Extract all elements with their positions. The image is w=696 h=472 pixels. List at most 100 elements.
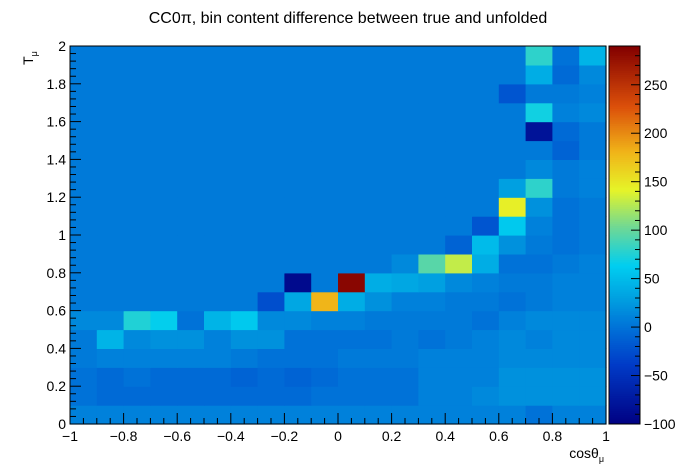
heatmap-cell bbox=[123, 291, 151, 312]
colorbar-segment bbox=[609, 200, 640, 204]
colorbar-segment bbox=[609, 286, 640, 289]
colorbar-segment bbox=[609, 132, 640, 136]
heatmap-cell bbox=[391, 102, 419, 123]
heatmap-cell bbox=[96, 178, 125, 198]
heatmap-cell bbox=[338, 367, 366, 387]
colorbar-segment bbox=[609, 359, 640, 363]
heatmap-cell bbox=[552, 291, 580, 312]
colorbar-segment bbox=[609, 303, 640, 306]
colorbar-segment bbox=[609, 395, 640, 399]
heatmap-cell bbox=[204, 159, 232, 179]
heatmap-cell bbox=[418, 140, 446, 160]
heatmap-cell bbox=[445, 291, 473, 312]
heatmap-cell bbox=[257, 253, 285, 274]
heatmap-cell bbox=[204, 235, 232, 255]
heatmap-cell bbox=[150, 367, 178, 387]
colorbar-segment bbox=[609, 248, 640, 251]
colorbar-segment bbox=[609, 320, 640, 323]
heatmap-cell bbox=[579, 386, 607, 406]
heatmap-cell bbox=[177, 83, 205, 104]
heatmap-cell bbox=[391, 235, 419, 255]
colorbar-segment bbox=[609, 386, 640, 389]
colorbar-segment bbox=[609, 47, 640, 51]
colorbar-segment bbox=[609, 146, 640, 149]
colorbar-segment bbox=[609, 393, 640, 397]
heatmap-cell bbox=[150, 102, 178, 123]
colorbar-segment bbox=[609, 97, 640, 100]
colorbar-segment bbox=[609, 112, 640, 115]
heatmap-cell bbox=[445, 367, 473, 387]
heatmap-cell bbox=[257, 386, 285, 406]
heatmap-cell bbox=[177, 386, 205, 406]
heatmap-cell bbox=[70, 216, 98, 236]
heatmap-cell bbox=[96, 235, 125, 255]
colorbar-segment bbox=[609, 280, 640, 283]
heatmap-cell bbox=[257, 121, 285, 142]
heatmap-cell bbox=[338, 253, 366, 274]
heatmap-cell bbox=[391, 83, 419, 104]
y-tick-label: 2 bbox=[58, 38, 66, 54]
colorbar-segment bbox=[609, 85, 640, 89]
heatmap-cell bbox=[391, 140, 419, 160]
heatmap-cell bbox=[70, 405, 98, 425]
heatmap-cell bbox=[311, 348, 339, 368]
heatmap-cell bbox=[338, 178, 366, 198]
heatmap-cell bbox=[472, 310, 500, 331]
chart-title: CC0π, bin content difference between tru… bbox=[149, 10, 548, 27]
heatmap-cell bbox=[123, 102, 151, 123]
heatmap-cell bbox=[472, 329, 500, 349]
heatmap-cell bbox=[579, 64, 607, 85]
heatmap-cell bbox=[338, 159, 366, 179]
heatmap-cell bbox=[177, 159, 205, 179]
heatmap-cell bbox=[338, 121, 366, 142]
heatmap-cell bbox=[96, 310, 125, 331]
colorbar-segment bbox=[609, 297, 640, 300]
heatmap-cell bbox=[177, 121, 205, 142]
heatmap-cell bbox=[364, 197, 393, 217]
heatmap-cell bbox=[150, 291, 178, 312]
heatmap-cell bbox=[230, 121, 259, 142]
heatmap-cell bbox=[579, 291, 607, 312]
colorbar-segment bbox=[609, 142, 640, 145]
heatmap-cell bbox=[177, 46, 205, 66]
heatmap-cell bbox=[204, 83, 232, 104]
heatmap-cell bbox=[498, 178, 527, 198]
heatmap-cell bbox=[311, 386, 339, 406]
heatmap-cell bbox=[445, 83, 473, 104]
colorbar-segment bbox=[609, 272, 640, 276]
heatmap-cell bbox=[445, 216, 473, 236]
heatmap-cell bbox=[150, 140, 178, 160]
heatmap-cell bbox=[525, 197, 553, 217]
heatmap-cell bbox=[391, 159, 419, 179]
heatmap-cell bbox=[284, 253, 312, 274]
colorbar-segment bbox=[609, 416, 640, 419]
colorbar-tick-label: 100 bbox=[644, 222, 668, 238]
heatmap-cell bbox=[311, 197, 339, 217]
colorbar-segment bbox=[609, 401, 640, 404]
colorbar-segment bbox=[609, 229, 640, 232]
color-scale-bar[interactable]: −100 −50 0 50 100 150 200 250 bbox=[608, 45, 676, 432]
heatmap-cell bbox=[338, 272, 366, 293]
colorbar-segment bbox=[609, 66, 640, 70]
heatmap-cell bbox=[445, 159, 473, 179]
heatmap-cell bbox=[177, 102, 205, 123]
colorbar-segment bbox=[609, 337, 640, 340]
heatmap-cell bbox=[418, 102, 446, 123]
heatmap-cell bbox=[96, 272, 125, 293]
colorbar-segment bbox=[609, 333, 640, 336]
heatmap-cell bbox=[391, 405, 419, 425]
colorbar-segment bbox=[609, 321, 640, 325]
colorbar-segment bbox=[609, 278, 640, 281]
heatmap-cell bbox=[579, 367, 607, 387]
heatmap-cell bbox=[284, 310, 312, 331]
heatmap-cell bbox=[338, 405, 366, 425]
heatmap-cell bbox=[70, 310, 98, 331]
colorbar-segment bbox=[609, 183, 640, 187]
heatmap-cell bbox=[445, 329, 473, 349]
heatmap-cell bbox=[96, 197, 125, 217]
colorbar-segment bbox=[609, 83, 640, 87]
heatmap-cell bbox=[204, 140, 232, 160]
heatmap-cell bbox=[579, 348, 607, 368]
heatmap-cell bbox=[391, 121, 419, 142]
